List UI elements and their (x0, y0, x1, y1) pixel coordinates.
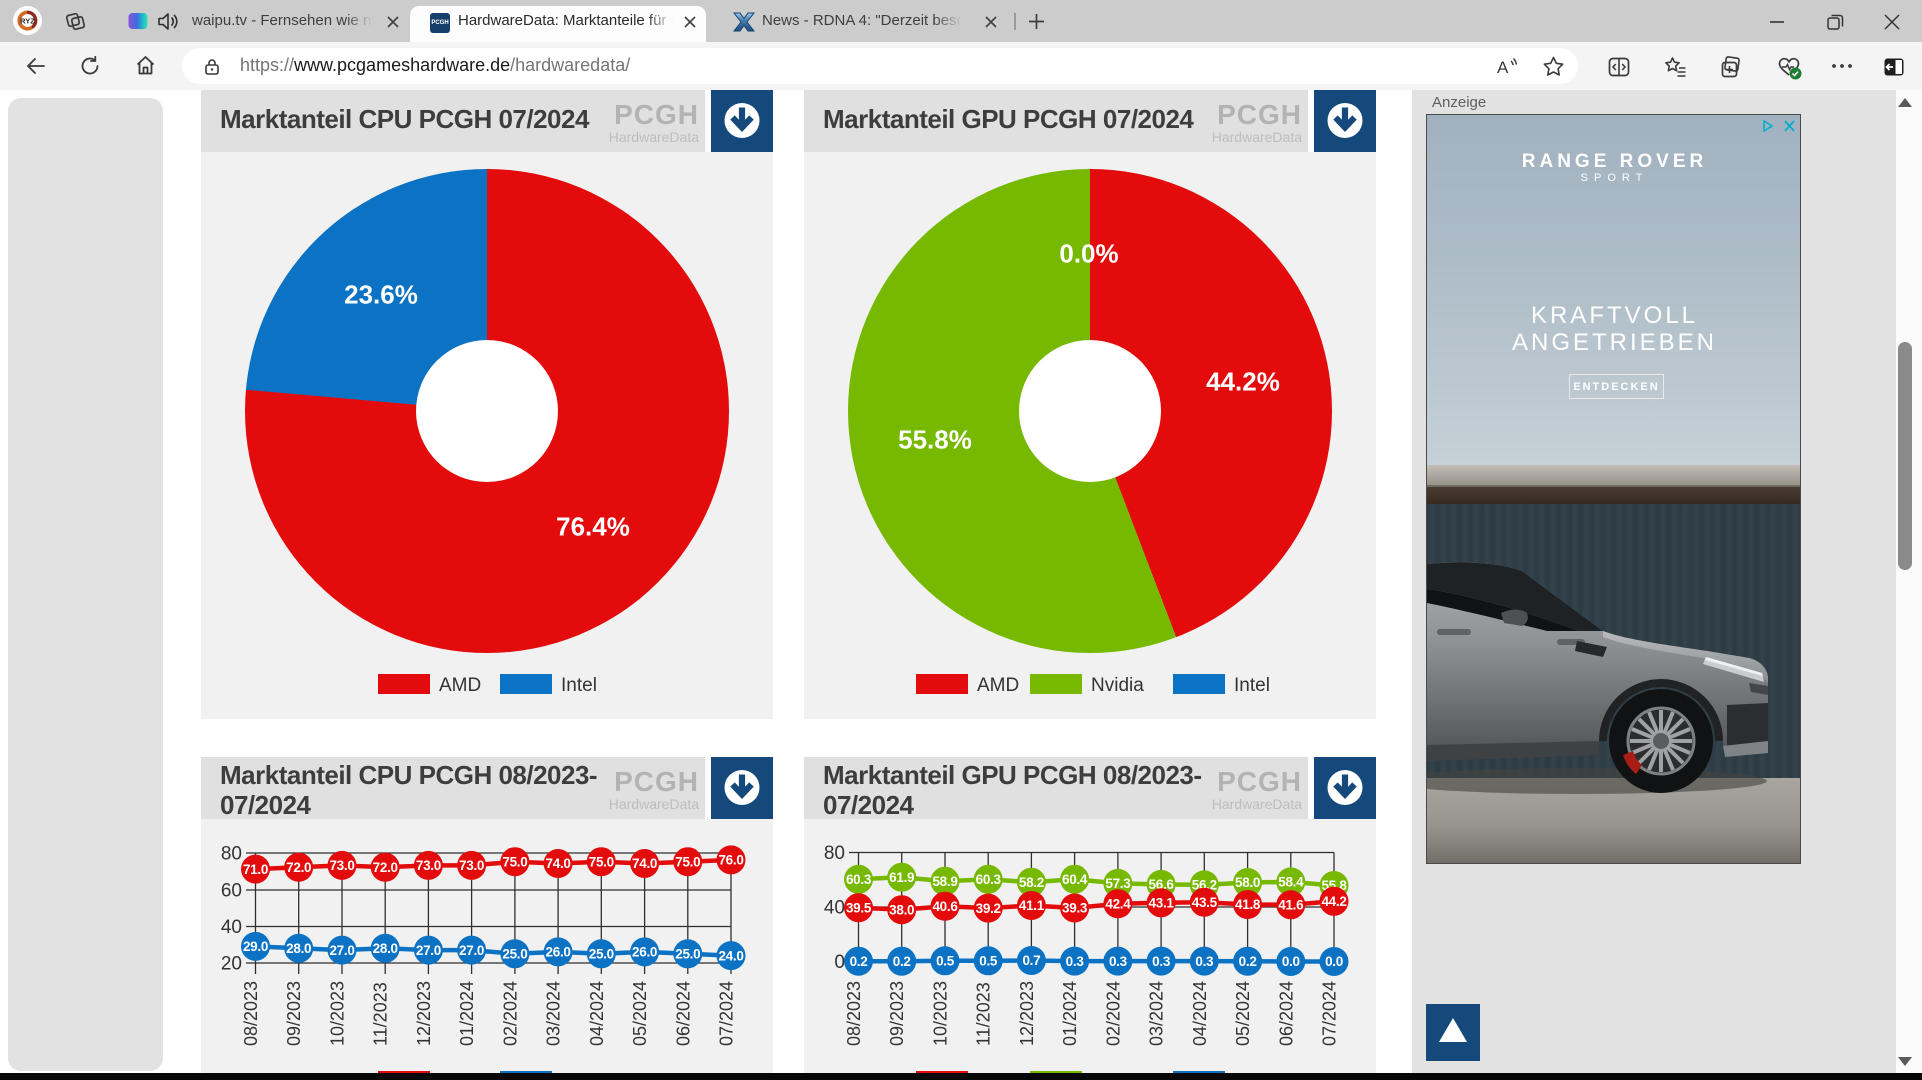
svg-text:80: 80 (824, 843, 845, 864)
svg-text:58.4: 58.4 (1278, 875, 1304, 890)
svg-text:0: 0 (834, 952, 845, 973)
svg-text:39.3: 39.3 (1062, 901, 1088, 916)
svg-text:27.0: 27.0 (459, 943, 484, 958)
svg-text:06/2024: 06/2024 (673, 981, 693, 1046)
svg-text:0.3: 0.3 (1066, 954, 1085, 969)
svg-text:74.0: 74.0 (546, 856, 571, 871)
svg-text:0.5: 0.5 (979, 954, 998, 969)
svg-text:0.3: 0.3 (1195, 954, 1214, 969)
svg-text:56.2: 56.2 (1192, 878, 1217, 893)
svg-text:41.8: 41.8 (1235, 897, 1261, 912)
svg-text:75.0: 75.0 (589, 854, 614, 869)
svg-text:09/2023: 09/2023 (284, 981, 304, 1046)
svg-text:A: A (1497, 58, 1509, 77)
svg-text:29.0: 29.0 (243, 939, 268, 954)
svg-text:58.9: 58.9 (932, 874, 957, 889)
svg-text:26.0: 26.0 (546, 945, 571, 960)
svg-text:11/2023: 11/2023 (974, 982, 994, 1046)
svg-text:72.0: 72.0 (286, 860, 311, 875)
svg-text:42.4: 42.4 (1105, 896, 1131, 911)
svg-text:01/2024: 01/2024 (457, 981, 477, 1046)
svg-text:44.2: 44.2 (1321, 894, 1346, 909)
svg-text:04/2024: 04/2024 (1190, 981, 1210, 1046)
svg-text:08/2023: 08/2023 (844, 981, 864, 1046)
svg-text:20: 20 (221, 954, 242, 975)
svg-text:02/2024: 02/2024 (1103, 981, 1123, 1046)
svg-text:03/2024: 03/2024 (544, 981, 564, 1046)
svg-text:73.0: 73.0 (329, 858, 354, 873)
svg-text:0.3: 0.3 (1152, 954, 1171, 969)
svg-text:61.9: 61.9 (889, 870, 914, 885)
svg-text:0.0: 0.0 (1325, 954, 1343, 969)
svg-text:73.0: 73.0 (459, 858, 484, 873)
svg-text:01/2024: 01/2024 (1060, 981, 1080, 1046)
svg-text:26.0: 26.0 (632, 945, 657, 960)
svg-text:73.0: 73.0 (416, 858, 441, 873)
svg-text:05/2024: 05/2024 (1233, 981, 1253, 1046)
svg-text:0.2: 0.2 (893, 954, 911, 969)
svg-text:27.0: 27.0 (329, 943, 354, 958)
svg-text:41.1: 41.1 (1019, 898, 1045, 913)
svg-text:71.0: 71.0 (243, 862, 268, 877)
svg-text:75.0: 75.0 (502, 854, 527, 869)
svg-text:40.6: 40.6 (932, 899, 958, 914)
svg-text:0.0: 0.0 (1282, 954, 1300, 969)
svg-text:76.0: 76.0 (718, 853, 743, 868)
svg-text:24.0: 24.0 (718, 948, 743, 963)
svg-text:07/2024: 07/2024 (1320, 981, 1340, 1046)
svg-text:39.5: 39.5 (846, 900, 872, 915)
svg-text:75.0: 75.0 (675, 854, 700, 869)
svg-text:28.0: 28.0 (286, 941, 311, 956)
svg-text:25.0: 25.0 (589, 947, 614, 962)
svg-text:38.0: 38.0 (889, 902, 914, 917)
svg-text:0.2: 0.2 (850, 954, 868, 969)
svg-text:25.0: 25.0 (502, 947, 527, 962)
svg-text:02/2024: 02/2024 (500, 981, 520, 1046)
svg-text:40: 40 (824, 898, 845, 919)
svg-text:0.7: 0.7 (1022, 953, 1040, 968)
svg-text:60.3: 60.3 (976, 872, 1002, 887)
svg-text:07/2024: 07/2024 (717, 981, 737, 1046)
svg-text:41.6: 41.6 (1278, 898, 1304, 913)
svg-text:10/2023: 10/2023 (931, 981, 951, 1046)
svg-text:60: 60 (221, 881, 242, 902)
svg-text:40: 40 (221, 917, 242, 938)
svg-text:28.0: 28.0 (373, 941, 398, 956)
svg-text:10/2023: 10/2023 (328, 981, 348, 1046)
svg-text:60.4: 60.4 (1062, 872, 1088, 887)
svg-text:58.0: 58.0 (1235, 875, 1260, 890)
svg-text:0.3: 0.3 (1109, 954, 1128, 969)
svg-text:27.0: 27.0 (416, 943, 441, 958)
svg-text:43.1: 43.1 (1149, 896, 1175, 911)
svg-text:12/2023: 12/2023 (414, 981, 434, 1046)
svg-text:0.2: 0.2 (1239, 954, 1257, 969)
svg-text:04/2024: 04/2024 (587, 981, 607, 1046)
svg-text:74.0: 74.0 (632, 856, 657, 871)
svg-text:43.5: 43.5 (1192, 895, 1218, 910)
svg-text:0.5: 0.5 (936, 954, 955, 969)
svg-text:12/2023: 12/2023 (1017, 981, 1037, 1046)
svg-text:06/2024: 06/2024 (1276, 981, 1296, 1046)
svg-text:39.2: 39.2 (976, 901, 1001, 916)
svg-text:05/2024: 05/2024 (630, 981, 650, 1046)
svg-text:RYZ: RYZ (20, 17, 35, 26)
svg-text:08/2023: 08/2023 (241, 981, 261, 1046)
svg-text:03/2024: 03/2024 (1147, 981, 1167, 1046)
svg-text:56.6: 56.6 (1149, 877, 1175, 892)
svg-text:57.3: 57.3 (1105, 876, 1131, 891)
svg-text:80: 80 (221, 844, 242, 865)
svg-text:11/2023: 11/2023 (371, 982, 391, 1046)
svg-text:72.0: 72.0 (373, 860, 398, 875)
svg-text:58.2: 58.2 (1019, 875, 1044, 890)
svg-text:25.0: 25.0 (675, 947, 700, 962)
svg-text:09/2023: 09/2023 (887, 981, 907, 1046)
svg-text:60.3: 60.3 (846, 872, 872, 887)
